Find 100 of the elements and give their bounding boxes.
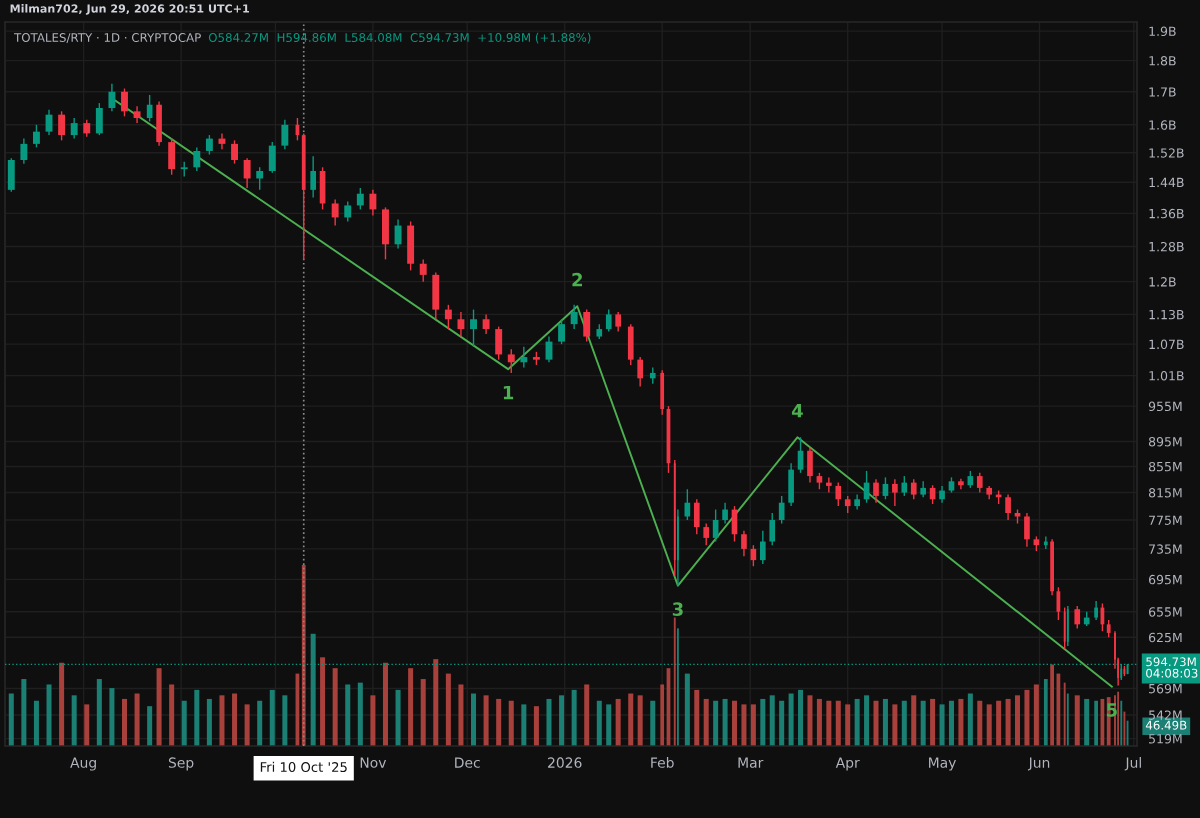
x-tick-label: Aug xyxy=(70,757,96,771)
annotation: 3 xyxy=(672,602,683,616)
bar xyxy=(1043,679,1048,746)
x-tick-label: Jun xyxy=(1027,757,1050,771)
bar xyxy=(357,682,363,746)
bar xyxy=(169,684,175,746)
bar xyxy=(232,693,238,746)
y-tick-label: 955M xyxy=(1148,401,1182,412)
text: Milman702, Jun 29, 2026 20:51 UTC+1 xyxy=(10,4,249,15)
bar xyxy=(282,695,288,746)
y-tick-label: 519M xyxy=(1149,734,1182,744)
bar xyxy=(967,693,973,746)
y-tick-label: 775M xyxy=(1149,515,1182,525)
y-tick-label: 1.36B xyxy=(1149,208,1184,219)
bar xyxy=(483,695,489,746)
text: 46.49B xyxy=(1145,720,1187,730)
bar xyxy=(977,700,983,746)
bar xyxy=(59,662,65,746)
bar xyxy=(194,689,200,746)
bar xyxy=(845,704,851,746)
x-tick-label: Dec xyxy=(455,757,480,768)
bar xyxy=(769,695,775,746)
candlestick xyxy=(605,308,612,333)
bar xyxy=(206,698,212,746)
bar xyxy=(433,659,439,746)
bar xyxy=(546,698,552,746)
bar xyxy=(732,700,738,746)
bar xyxy=(408,668,414,746)
bar xyxy=(892,704,898,746)
bar xyxy=(864,695,870,746)
bar xyxy=(901,700,907,746)
bar xyxy=(750,704,756,746)
x-tick-label: May xyxy=(929,757,956,771)
bar xyxy=(181,700,187,746)
bar xyxy=(244,704,250,746)
annotation: 1 xyxy=(503,385,514,400)
y-tick-label: 735M xyxy=(1149,544,1182,554)
candlestick xyxy=(769,512,776,546)
bar xyxy=(332,668,338,746)
bar xyxy=(788,693,794,746)
annotation: 4 xyxy=(791,404,803,418)
bar xyxy=(219,695,225,746)
bar xyxy=(84,704,90,746)
bar xyxy=(835,700,841,746)
y-tick-label: 1.07B xyxy=(1149,339,1184,350)
bar xyxy=(911,695,917,746)
bar xyxy=(121,698,127,746)
bar xyxy=(21,679,27,746)
y-tick-label: 655M xyxy=(1148,607,1182,617)
bar xyxy=(571,689,577,746)
x-tick-label: Feb xyxy=(651,757,674,768)
bar xyxy=(471,693,477,746)
bar xyxy=(703,698,709,746)
bar xyxy=(345,684,351,746)
bar xyxy=(606,704,612,746)
y-tick-label: 1.2B xyxy=(1149,277,1176,287)
bar xyxy=(46,684,52,746)
bar xyxy=(508,700,514,746)
bar xyxy=(109,688,115,746)
x-tick-label: Nov xyxy=(360,757,387,768)
bar xyxy=(420,679,426,746)
bar xyxy=(939,704,945,746)
bar xyxy=(1074,695,1080,746)
bar xyxy=(650,700,656,746)
x-tick-label: Jul xyxy=(1124,757,1141,771)
text: O584.27M H594.86M L584.08M C594.73M +10.98M (+1.88%) xyxy=(208,32,591,44)
bar xyxy=(826,700,832,746)
bar xyxy=(798,689,804,746)
y-tick-label: 855M xyxy=(1148,461,1182,472)
bar xyxy=(628,693,634,746)
y-tick-label: 1.13B xyxy=(1149,309,1184,320)
bar xyxy=(559,695,565,746)
y-tick-label: 569M xyxy=(1149,683,1182,694)
ref-line-label: 594.73M 04:08:03 xyxy=(1146,657,1198,678)
y-tick-label: 815M xyxy=(1148,488,1182,498)
y-tick-label: 895M xyxy=(1148,436,1182,447)
bar xyxy=(584,684,590,746)
bar xyxy=(1084,698,1090,746)
bar xyxy=(1050,664,1054,746)
y-tick-label: 695M xyxy=(1148,574,1182,585)
bar xyxy=(269,689,275,746)
bar xyxy=(920,700,926,746)
bar xyxy=(760,698,766,746)
bar xyxy=(382,662,388,746)
bar xyxy=(615,698,621,746)
y-tick-label: 1.44B xyxy=(1149,177,1184,187)
bar xyxy=(958,698,964,746)
bar xyxy=(722,698,728,746)
y-tick-label: 1.6B xyxy=(1149,120,1176,130)
bar xyxy=(521,704,527,746)
bar xyxy=(320,657,326,746)
bar xyxy=(8,693,14,746)
annotation: 2 xyxy=(572,272,582,287)
bar xyxy=(458,684,464,746)
bar xyxy=(1015,695,1021,746)
bar xyxy=(257,700,263,746)
bar xyxy=(1033,684,1039,746)
candlestick xyxy=(703,522,710,546)
bar xyxy=(741,704,747,746)
candlestick xyxy=(976,472,983,494)
